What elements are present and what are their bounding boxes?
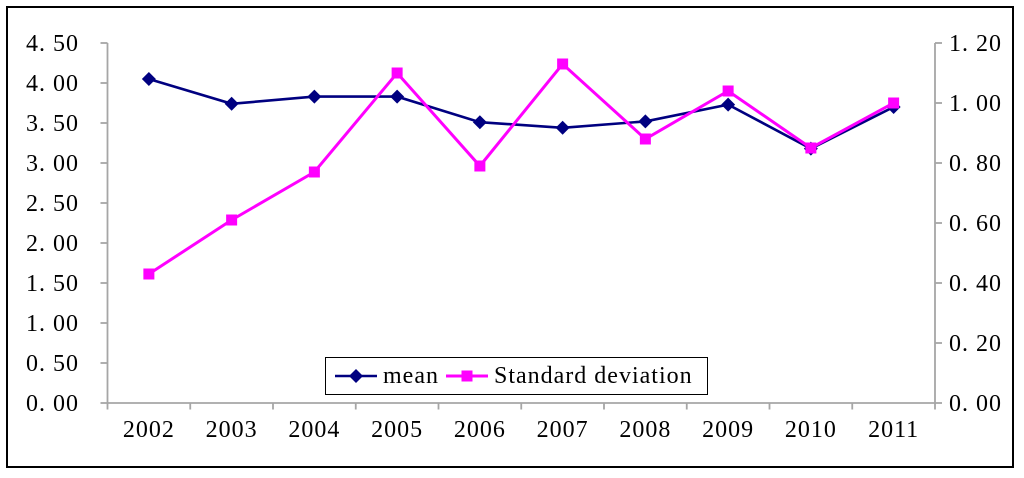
right-axis-tick-label: 0. 80 — [949, 151, 1002, 177]
mean-marker — [638, 114, 653, 129]
x-axis-category-label: 2010 — [785, 417, 837, 443]
x-axis-category-label: 2005 — [371, 417, 423, 443]
mean-marker — [307, 89, 322, 104]
left-axis-tick-label: 3. 00 — [26, 151, 79, 177]
standard-deviation-marker — [474, 160, 486, 172]
x-axis-category-label: 2007 — [537, 417, 589, 443]
right-axis-tick-label: 0. 40 — [949, 271, 1002, 297]
mean-marker — [390, 89, 405, 104]
mean-legend-marker — [349, 369, 363, 383]
left-axis-tick-label: 1. 00 — [26, 311, 79, 337]
standard-deviation-marker — [722, 85, 734, 97]
standard-deviation-marker — [557, 58, 569, 70]
standard-deviation-marker — [805, 142, 817, 154]
left-axis-tick-label: 2. 50 — [26, 191, 79, 217]
mean-marker — [555, 120, 570, 135]
left-axis-tick-label: 0. 00 — [26, 391, 79, 417]
standard-deviation-marker — [888, 97, 900, 109]
standard-deviation-marker — [226, 214, 238, 226]
right-axis-tick-label: 0. 60 — [949, 211, 1002, 237]
legend-label-mean: mean — [383, 363, 439, 389]
standard-deviation-line — [148, 61, 895, 276]
x-axis-category-label: 2004 — [288, 417, 340, 443]
x-axis-category-label: 2011 — [868, 417, 919, 443]
right-axis-tick-label: 1. 00 — [949, 91, 1002, 117]
right-axis-tick-label: 1. 20 — [949, 31, 1002, 57]
left-axis-tick-label: 4. 50 — [26, 31, 79, 57]
standard-deviation-legend-marker-icon — [445, 370, 488, 382]
standard-deviation-marker — [639, 133, 651, 145]
left-axis-tick-label: 0. 50 — [26, 351, 79, 377]
standard-deviation-legend-marker — [461, 370, 473, 382]
mean-marker — [472, 115, 487, 130]
legend-item-mean: mean — [335, 364, 439, 388]
mean-marker — [721, 97, 736, 112]
x-axis-category-label: 2006 — [454, 417, 506, 443]
mean-marker — [141, 72, 156, 86]
legend: mean Standard deviation — [325, 357, 708, 395]
standard-deviation-series — [143, 58, 900, 280]
legend-item-standard-deviation: Standard deviation — [445, 363, 693, 389]
mean-legend-marker-icon — [335, 369, 377, 383]
left-axis-tick-label: 4. 00 — [26, 71, 79, 97]
left-axis-tick-label: 1. 50 — [26, 271, 79, 297]
x-axis-category-label: 2008 — [619, 417, 671, 443]
left-axis-tick-label: 2. 00 — [26, 231, 79, 257]
right-axis-tick-label: 0. 00 — [949, 391, 1002, 417]
mean-line — [148, 77, 895, 151]
x-axis-category-label: 2003 — [206, 417, 258, 443]
x-axis-category-label: 2002 — [123, 417, 175, 443]
standard-deviation-marker — [308, 166, 320, 178]
standard-deviation-marker — [143, 268, 155, 280]
standard-deviation-marker — [391, 67, 403, 79]
legend-label-standard-deviation: Standard deviation — [493, 363, 693, 389]
right-axis-tick-label: 0. 20 — [949, 331, 1002, 357]
x-axis-category-label: 2009 — [702, 417, 754, 443]
mean-marker — [224, 96, 239, 111]
left-axis-tick-label: 3. 50 — [26, 111, 79, 137]
